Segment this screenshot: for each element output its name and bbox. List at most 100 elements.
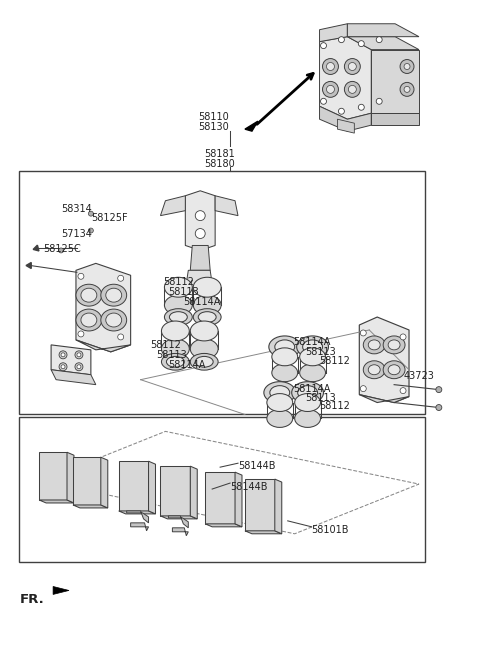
Polygon shape [320, 36, 371, 119]
Polygon shape [360, 395, 409, 402]
Ellipse shape [383, 336, 405, 354]
Ellipse shape [165, 278, 192, 297]
Polygon shape [215, 196, 238, 216]
Circle shape [338, 36, 344, 43]
Ellipse shape [193, 278, 221, 297]
Ellipse shape [269, 336, 300, 358]
Polygon shape [185, 191, 215, 250]
Circle shape [75, 363, 83, 370]
Text: 58125F: 58125F [91, 213, 128, 223]
Ellipse shape [275, 340, 295, 354]
Text: 58144B: 58144B [238, 462, 276, 471]
Circle shape [344, 58, 360, 75]
Polygon shape [168, 516, 188, 528]
Polygon shape [190, 466, 197, 519]
Circle shape [61, 365, 65, 369]
Ellipse shape [81, 288, 97, 302]
Ellipse shape [193, 295, 221, 315]
Text: 58144B: 58144B [230, 482, 267, 492]
Ellipse shape [272, 348, 298, 366]
Polygon shape [320, 24, 348, 42]
Text: 58114A: 58114A [168, 360, 206, 370]
Circle shape [376, 36, 382, 43]
Polygon shape [360, 317, 409, 402]
Circle shape [195, 229, 205, 239]
Ellipse shape [302, 340, 323, 354]
Ellipse shape [198, 312, 216, 322]
Circle shape [326, 85, 335, 94]
Ellipse shape [368, 365, 380, 374]
Polygon shape [51, 370, 96, 385]
Circle shape [358, 41, 364, 47]
Ellipse shape [297, 336, 328, 358]
Polygon shape [73, 505, 108, 508]
Text: 58181: 58181 [204, 149, 235, 159]
Polygon shape [131, 523, 148, 531]
Ellipse shape [190, 321, 218, 341]
Polygon shape [127, 511, 148, 523]
Ellipse shape [106, 313, 122, 327]
Text: 58113: 58113 [168, 287, 199, 297]
Ellipse shape [106, 288, 122, 302]
Circle shape [358, 104, 364, 110]
Ellipse shape [267, 394, 293, 411]
Text: 43723: 43723 [404, 370, 435, 381]
Text: 58114A: 58114A [294, 384, 331, 394]
Circle shape [77, 353, 81, 357]
Circle shape [195, 211, 205, 220]
Polygon shape [337, 119, 354, 133]
Circle shape [436, 387, 442, 393]
Circle shape [344, 81, 360, 98]
Circle shape [404, 86, 410, 92]
Circle shape [348, 85, 356, 94]
Polygon shape [348, 24, 419, 36]
Polygon shape [371, 113, 419, 125]
Polygon shape [320, 106, 371, 131]
Circle shape [75, 351, 83, 359]
Text: 58112: 58112 [320, 400, 350, 411]
Circle shape [360, 385, 366, 391]
Polygon shape [205, 472, 235, 524]
Text: 58114A: 58114A [294, 337, 331, 347]
Circle shape [400, 387, 406, 394]
Circle shape [400, 83, 414, 96]
Ellipse shape [101, 309, 127, 331]
Ellipse shape [169, 312, 187, 322]
Ellipse shape [165, 309, 192, 326]
Text: 57134: 57134 [61, 229, 92, 239]
Circle shape [323, 81, 338, 98]
Polygon shape [245, 121, 258, 131]
Circle shape [348, 62, 356, 70]
Polygon shape [148, 462, 156, 514]
Circle shape [404, 64, 410, 70]
Circle shape [323, 58, 338, 75]
Ellipse shape [272, 364, 298, 382]
Circle shape [61, 353, 65, 357]
Circle shape [59, 363, 67, 370]
Text: 58130: 58130 [198, 122, 229, 132]
Ellipse shape [167, 356, 184, 367]
Circle shape [118, 334, 124, 340]
Text: 58114A: 58114A [183, 297, 221, 307]
Circle shape [78, 273, 84, 280]
Text: 58112: 58112 [320, 356, 350, 366]
Polygon shape [245, 479, 275, 531]
Ellipse shape [193, 309, 221, 326]
Polygon shape [172, 528, 188, 536]
Ellipse shape [300, 364, 325, 382]
Text: 58112: 58112 [164, 278, 194, 287]
Polygon shape [39, 452, 67, 500]
Ellipse shape [388, 340, 400, 350]
Polygon shape [245, 531, 282, 534]
Ellipse shape [363, 336, 385, 354]
Ellipse shape [161, 321, 189, 341]
Circle shape [77, 365, 81, 369]
Text: 58314: 58314 [61, 203, 92, 214]
Polygon shape [76, 263, 131, 352]
Polygon shape [51, 345, 91, 374]
Circle shape [360, 330, 366, 336]
Circle shape [338, 109, 344, 114]
Polygon shape [371, 49, 419, 113]
Polygon shape [235, 472, 242, 527]
Ellipse shape [76, 284, 102, 306]
